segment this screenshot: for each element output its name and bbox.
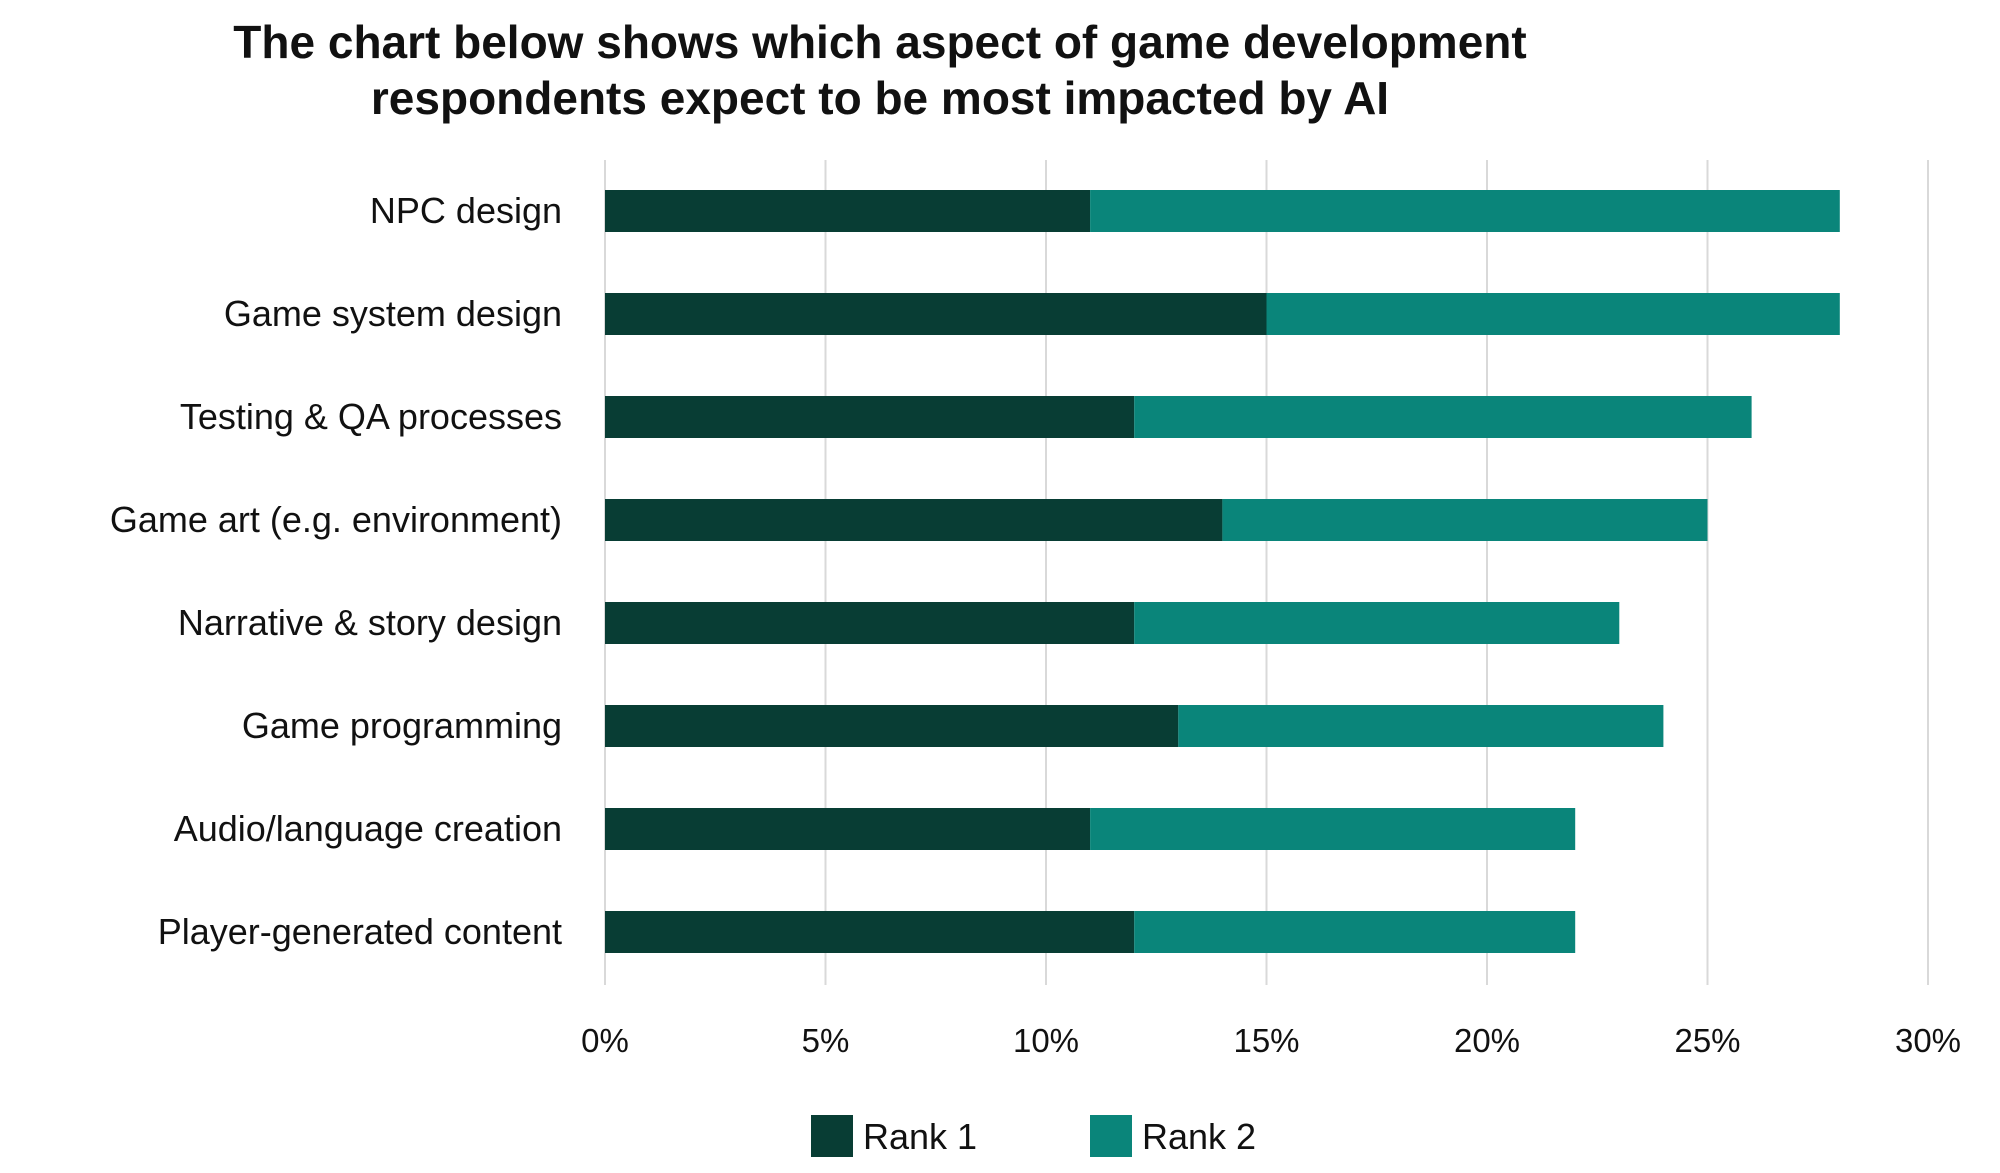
category-label: Player-generated content	[158, 911, 562, 952]
legend: Rank 1 Rank 2	[811, 1115, 1256, 1157]
x-tick-label: 30%	[1895, 1022, 1961, 1059]
bars	[605, 190, 1840, 953]
bar-rank-2	[1090, 808, 1576, 850]
bar-rank-2	[1134, 396, 1752, 438]
x-tick-label: 20%	[1454, 1022, 1520, 1059]
bar-rank-1	[605, 705, 1179, 747]
x-tick-label: 5%	[802, 1022, 850, 1059]
chart-title-line-1: The chart below shows which aspect of ga…	[233, 16, 1527, 68]
legend-label: Rank 2	[1142, 1116, 1256, 1157]
bar-rank-1	[605, 293, 1267, 335]
bar-rank-2	[1134, 602, 1620, 644]
category-label: Testing & QA processes	[180, 396, 562, 437]
bar-rank-2	[1090, 190, 1840, 232]
bar-rank-2	[1266, 293, 1840, 335]
x-tick-label: 0%	[581, 1022, 629, 1059]
bar-rank-1	[605, 911, 1135, 953]
category-label: NPC design	[370, 190, 562, 231]
bar-rank-2	[1178, 705, 1664, 747]
legend-label: Rank 1	[863, 1116, 977, 1157]
bar-rank-1	[605, 499, 1223, 541]
category-label: Game art (e.g. environment)	[110, 499, 562, 540]
legend-swatch	[811, 1115, 853, 1157]
chart-title: The chart below shows which aspect of ga…	[200, 14, 1560, 126]
category-labels: NPC design Game system design Testing & QA…	[110, 190, 562, 952]
x-tick-label: 10%	[1013, 1022, 1079, 1059]
bar-rank-1	[605, 190, 1091, 232]
gridlines	[604, 160, 1929, 985]
bar-rank-2	[1222, 499, 1708, 541]
category-label: Game system design	[224, 293, 562, 334]
category-label: Game programming	[242, 705, 562, 746]
category-label: Audio/language creation	[174, 808, 562, 849]
bar-rank-1	[605, 602, 1135, 644]
category-label: Narrative & story design	[178, 602, 562, 643]
bar-rank-1	[605, 808, 1091, 850]
x-tick-label: 25%	[1674, 1022, 1740, 1059]
bar-rank-1	[605, 396, 1135, 438]
chart-title-line-2: respondents expect to be most impacted b…	[370, 72, 1390, 124]
x-axis-tick-labels: 0% 5% 10% 15% 20% 25% 30%	[581, 1022, 1961, 1059]
x-tick-label: 15%	[1233, 1022, 1299, 1059]
bar-rank-2	[1134, 911, 1576, 953]
legend-swatch	[1090, 1115, 1132, 1157]
